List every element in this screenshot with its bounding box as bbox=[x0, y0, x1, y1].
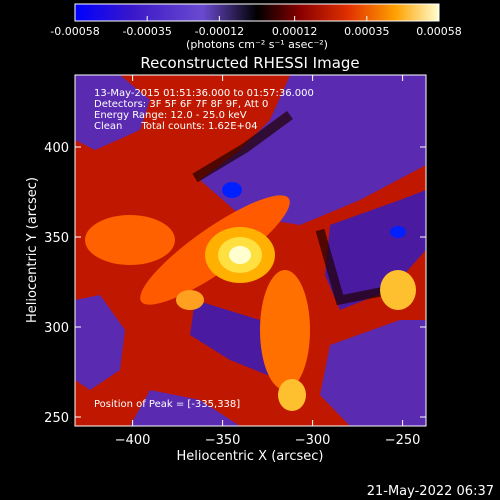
emission-core-inner bbox=[229, 246, 251, 264]
colorbar-tick-label: -0.00012 bbox=[195, 25, 244, 38]
emission-spot bbox=[380, 270, 416, 310]
y-tick-label: 250 bbox=[44, 411, 69, 426]
colorbar-tick-label: -0.00058 bbox=[50, 25, 99, 38]
heatmap-image bbox=[75, 75, 426, 426]
x-tick-label: −350 bbox=[205, 433, 241, 448]
x-axis: −400 −350 −300 −250 bbox=[115, 75, 421, 448]
plot-frame bbox=[74, 74, 427, 427]
emission-ridge bbox=[260, 270, 310, 390]
emission-spot bbox=[278, 379, 306, 411]
negative-region-ne bbox=[200, 75, 426, 225]
annotation-clean-counts: Clean Total counts: 1.62E+04 bbox=[94, 121, 258, 132]
negative-region-nw bbox=[75, 75, 150, 150]
y-tick-label: 350 bbox=[44, 231, 69, 246]
y-tick-label: 400 bbox=[44, 141, 69, 156]
emission-ridge bbox=[85, 215, 175, 265]
emission-spot bbox=[176, 290, 204, 310]
annotation-detectors: Detectors: 3F 5F 6F 7F 8F 9F, Att 0 bbox=[94, 99, 268, 110]
x-axis-label: Heliocentric X (arcsec) bbox=[177, 449, 324, 464]
colorbar-tick-label: -0.00035 bbox=[122, 25, 171, 38]
blue-blob bbox=[390, 226, 406, 238]
annotation-time-range: 13-May-2015 01:51:36.000 to 01:57:36.000 bbox=[94, 88, 314, 99]
peak-position-label: Position of Peak = [-335,338] bbox=[94, 399, 240, 410]
negative-region-se bbox=[320, 320, 426, 426]
x-tick-label: −300 bbox=[295, 433, 331, 448]
timestamp: 21-May-2022 06:37 bbox=[367, 484, 494, 499]
negative-region-s bbox=[130, 390, 240, 426]
y-tick-label: 300 bbox=[44, 321, 69, 336]
negative-region-center bbox=[325, 190, 426, 310]
blue-blob bbox=[222, 182, 242, 198]
colorbar bbox=[74, 3, 440, 22]
x-tick-label: −250 bbox=[385, 433, 421, 448]
y-axis-label: Heliocentric Y (arcsec) bbox=[25, 177, 40, 323]
x-tick-label: −400 bbox=[115, 433, 151, 448]
colorbar-ticks: -0.00058 -0.00035 -0.00012 0.00012 0.00035 0.… bbox=[50, 16, 462, 38]
chart-title: Reconstructed RHESSI Image bbox=[140, 54, 359, 72]
colorbar-tick-label: 0.00035 bbox=[344, 25, 390, 38]
y-axis: 250 300 350 400 bbox=[44, 141, 426, 426]
annotation-energy-range: Energy Range: 12.0 - 25.0 keV bbox=[94, 110, 247, 121]
colorbar-units-label: (photons cm⁻² s⁻¹ asec⁻²) bbox=[186, 38, 328, 51]
colorbar-tick-label: 0.00058 bbox=[416, 25, 462, 38]
colorbar-tick-label: 0.00012 bbox=[272, 25, 318, 38]
negative-region-sw bbox=[75, 295, 125, 390]
annotation-block: 13-May-2015 01:51:36.000 to 01:57:36.000… bbox=[94, 88, 314, 132]
